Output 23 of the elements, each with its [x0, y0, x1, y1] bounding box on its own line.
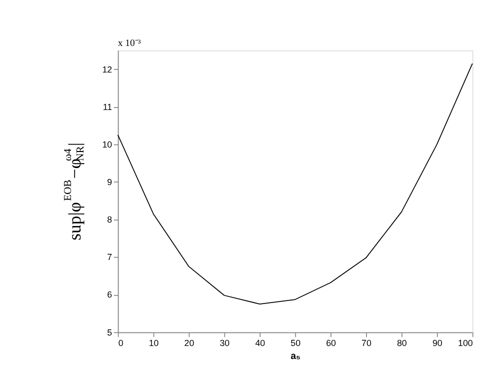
- x-tick-label: 70: [362, 338, 372, 348]
- x-tick-label: 10: [148, 338, 159, 348]
- x-tick-label: 20: [184, 338, 194, 348]
- x-tick-label: 40: [255, 338, 266, 348]
- x-tick-label: 30: [220, 338, 230, 348]
- text: x 10⁻³: [118, 38, 141, 49]
- y-tick-label: 8: [107, 214, 112, 225]
- x-tick-label: 100: [458, 338, 473, 348]
- x-axis-title: a₅: [290, 351, 301, 362]
- y-tick-label: 12: [102, 64, 112, 74]
- x-tick-label: 90: [432, 338, 442, 348]
- y-tick-label: 10: [102, 139, 112, 150]
- x-tick-label: 0: [118, 338, 124, 348]
- y-axis-title: sup|φEOB−φNRω4|: [62, 142, 86, 240]
- x-tick-label: 80: [397, 338, 407, 348]
- y-tick-label: 6: [107, 290, 112, 300]
- x-tick-label: 50: [290, 338, 301, 348]
- y-tick-label: 7: [107, 252, 112, 262]
- y-tick-label: 5: [107, 327, 112, 338]
- line-series: [117, 63, 473, 304]
- y-tick-label: 9: [107, 176, 112, 187]
- x-tick-label: 60: [326, 338, 336, 348]
- y-tick-label: 11: [102, 102, 112, 112]
